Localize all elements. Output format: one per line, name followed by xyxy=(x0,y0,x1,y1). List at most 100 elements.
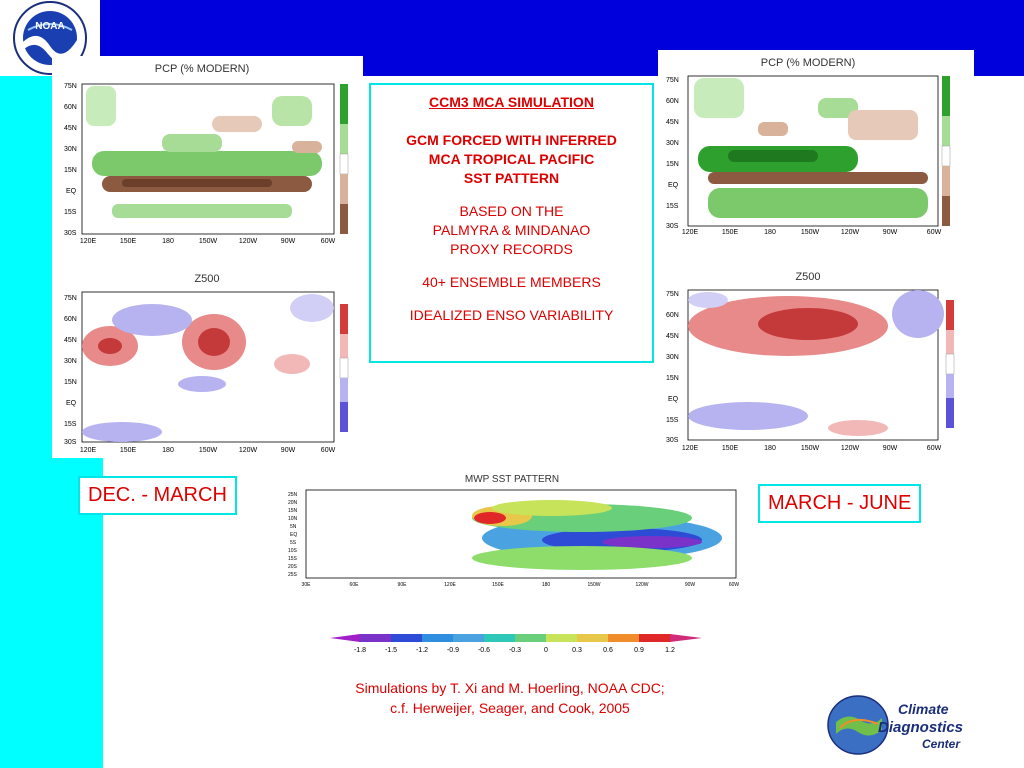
svg-text:-0.9: -0.9 xyxy=(447,647,459,654)
panel-title: Z500 xyxy=(795,271,820,283)
sst-colorbar: -1.8 -1.5 -1.2 -0.9 -0.6 -0.3 0 0.3 0.6 0.9 1.2 xyxy=(328,632,708,660)
season-label-dec-march: DEC. - MARCH xyxy=(78,476,237,515)
svg-text:60N: 60N xyxy=(666,312,679,319)
svg-text:10S: 10S xyxy=(288,548,298,554)
svg-text:60W: 60W xyxy=(927,445,942,452)
svg-text:60N: 60N xyxy=(64,316,77,323)
panel-title: Z500 xyxy=(194,273,219,285)
svg-text:180: 180 xyxy=(764,229,776,236)
svg-text:30E: 30E xyxy=(302,582,312,588)
panel-title: MWP SST PATTERN xyxy=(465,474,559,485)
svg-text:120W: 120W xyxy=(841,445,860,452)
svg-text:EQ: EQ xyxy=(290,532,297,538)
svg-text:150W: 150W xyxy=(587,582,600,588)
credit-line-1: Simulations by T. Xi and M. Hoerling, NO… xyxy=(355,680,665,696)
svg-text:30N: 30N xyxy=(666,140,679,147)
svg-text:15S: 15S xyxy=(666,203,679,210)
svg-text:EQ: EQ xyxy=(66,400,77,407)
info-heading: CCM3 MCA SIMULATION xyxy=(429,94,594,110)
svg-text:180: 180 xyxy=(162,447,174,454)
svg-text:90E: 90E xyxy=(398,582,408,588)
svg-text:180: 180 xyxy=(764,445,776,452)
simulation-info-box: CCM3 MCA SIMULATION GCM FORCED WITH INFE… xyxy=(369,83,654,363)
svg-text:75N: 75N xyxy=(64,83,77,90)
svg-text:-0.6: -0.6 xyxy=(478,647,490,654)
svg-text:150W: 150W xyxy=(801,445,820,452)
lon-labels: 120E 150E 180 150W 120W 90W 60W xyxy=(80,238,336,245)
dry-anomaly-areas xyxy=(102,116,322,192)
svg-text:120W: 120W xyxy=(635,582,648,588)
forcing-line-1: GCM FORCED WITH INFERRED xyxy=(406,132,617,148)
based-line-1: BASED ON THE xyxy=(459,203,564,219)
svg-text:90W: 90W xyxy=(883,445,898,452)
svg-text:150W: 150W xyxy=(801,229,820,236)
svg-text:-1.5: -1.5 xyxy=(385,647,397,654)
svg-text:150W: 150W xyxy=(199,447,218,454)
svg-text:120W: 120W xyxy=(239,238,258,245)
based-line-2: PALMYRA & MINDANAO xyxy=(432,222,591,238)
svg-text:120E: 120E xyxy=(682,229,699,236)
credit-line-2: c.f. Herweijer, Seager, and Cook, 2005 xyxy=(390,700,630,716)
dec-march-z500-map: Z500 75N 60N 45N 30N 15N EQ 15S 30S 120E 150E 180… xyxy=(52,268,363,458)
svg-text:EQ: EQ xyxy=(66,188,77,195)
cdc-logo-line-2: Diagnostics xyxy=(878,719,963,736)
forcing-line-3: SST PATTERN xyxy=(463,170,560,186)
z500-colorbar xyxy=(339,304,349,432)
svg-text:75N: 75N xyxy=(666,77,679,84)
svg-text:15N: 15N xyxy=(288,508,298,514)
svg-text:25N: 25N xyxy=(288,492,298,498)
svg-text:90W: 90W xyxy=(281,447,296,454)
svg-text:15N: 15N xyxy=(64,167,77,174)
svg-text:120E: 120E xyxy=(444,582,456,588)
march-june-z500-map: Z500 75N 60N 45N 30N 15N EQ 15S 30S 120E 150E 180… xyxy=(658,266,974,458)
svg-text:120E: 120E xyxy=(80,447,97,454)
svg-text:60W: 60W xyxy=(321,238,336,245)
svg-text:20N: 20N xyxy=(288,500,298,506)
svg-text:5N: 5N xyxy=(290,524,297,530)
svg-text:1.2: 1.2 xyxy=(665,647,675,654)
svg-text:75N: 75N xyxy=(666,291,679,298)
based-line-3: PROXY RECORDS xyxy=(450,241,573,257)
svg-text:25S: 25S xyxy=(288,572,298,578)
svg-text:30S: 30S xyxy=(64,439,77,446)
svg-text:30S: 30S xyxy=(666,223,679,230)
svg-text:EQ: EQ xyxy=(668,396,679,403)
svg-text:60W: 60W xyxy=(927,229,942,236)
lat-labels: 75N 60N 45N 30N 15N EQ 15S 30S xyxy=(64,83,77,237)
wet-anomaly-areas xyxy=(86,86,322,218)
svg-text:60N: 60N xyxy=(666,98,679,105)
svg-text:45N: 45N xyxy=(666,333,679,340)
noaa-logo: NOAA xyxy=(0,0,100,76)
mwp-sst-pattern-map: MWP SST PATTERN 25N 20N 15N 10N 5N EQ 5S 10S 15S… xyxy=(282,468,742,592)
svg-text:180: 180 xyxy=(542,582,551,588)
svg-text:45N: 45N xyxy=(64,337,77,344)
svg-text:45N: 45N xyxy=(64,125,77,132)
svg-text:30N: 30N xyxy=(64,146,77,153)
svg-text:5S: 5S xyxy=(290,540,297,546)
svg-text:150E: 150E xyxy=(722,229,739,236)
svg-text:60W: 60W xyxy=(321,447,336,454)
svg-text:150E: 150E xyxy=(120,238,137,245)
svg-text:45N: 45N xyxy=(666,119,679,126)
panel-title: PCP (% MODERN) xyxy=(155,63,250,75)
svg-text:-0.3: -0.3 xyxy=(509,647,521,654)
season-label-march-june: MARCH - JUNE xyxy=(758,484,922,523)
cdc-logo-line-3: Center xyxy=(922,737,961,751)
ensemble-text: 40+ ENSEMBLE MEMBERS xyxy=(422,274,601,290)
svg-text:90W: 90W xyxy=(883,229,898,236)
svg-text:-1.8: -1.8 xyxy=(354,647,366,654)
svg-text:0.3: 0.3 xyxy=(572,647,582,654)
svg-text:-1.2: -1.2 xyxy=(416,647,428,654)
svg-text:15S: 15S xyxy=(64,421,77,428)
svg-text:150E: 150E xyxy=(722,445,739,452)
noaa-logo-text: NOAA xyxy=(35,21,64,32)
pcp-colorbar xyxy=(339,84,349,234)
svg-text:30N: 30N xyxy=(666,354,679,361)
cdc-logo-line-1: Climate xyxy=(898,701,949,717)
svg-text:120E: 120E xyxy=(682,445,699,452)
svg-text:120W: 120W xyxy=(239,447,258,454)
svg-text:150W: 150W xyxy=(199,238,218,245)
svg-text:15N: 15N xyxy=(666,161,679,168)
svg-text:90W: 90W xyxy=(685,582,696,588)
svg-text:0.6: 0.6 xyxy=(603,647,613,654)
